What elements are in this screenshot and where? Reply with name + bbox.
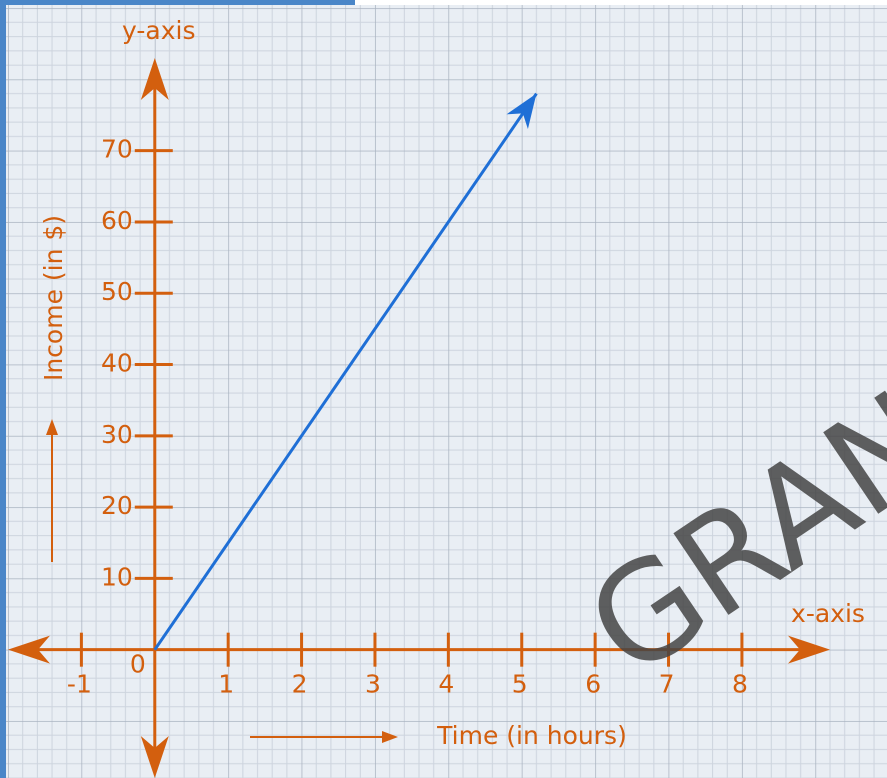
y-tick-label: 50 <box>101 277 133 306</box>
arrowhead <box>788 635 830 664</box>
x-tick-label: 4 <box>438 670 454 699</box>
x-tick-label: 2 <box>292 670 308 699</box>
y-axis-name: y-axis <box>122 16 195 45</box>
x-tick-label: 1 <box>218 670 234 699</box>
x-tick-label: 6 <box>585 670 601 699</box>
top-strip <box>0 0 355 5</box>
arrowhead <box>140 736 169 778</box>
y-tick-label: 40 <box>101 349 133 378</box>
x-tick-label: 7 <box>659 670 675 699</box>
line-arrowhead <box>506 93 537 130</box>
x-tick-label: 3 <box>365 670 381 699</box>
origin-label: 0 <box>130 650 146 679</box>
label-arrowhead <box>46 419 58 435</box>
y-tick-label: 20 <box>101 491 133 520</box>
y-tick-label: 30 <box>101 420 133 449</box>
x-tick-label: 8 <box>732 670 748 699</box>
data-line <box>153 92 538 651</box>
x-tick-label: 5 <box>512 670 528 699</box>
y-axis-label: Income (in $) <box>39 215 68 381</box>
top-strip-white <box>355 0 887 5</box>
label-arrowhead <box>382 731 398 743</box>
y-tick-label: 70 <box>101 135 133 164</box>
y-tick-label: 60 <box>101 206 133 235</box>
arrowhead <box>140 58 169 100</box>
y-tick-label: 10 <box>101 562 133 591</box>
x-tick-label: -1 <box>67 670 92 699</box>
arrowhead <box>8 635 50 664</box>
left-strip <box>0 0 6 778</box>
x-axis-label: Time (in hours) <box>436 721 627 750</box>
x-axis-name: x-axis <box>791 599 865 628</box>
